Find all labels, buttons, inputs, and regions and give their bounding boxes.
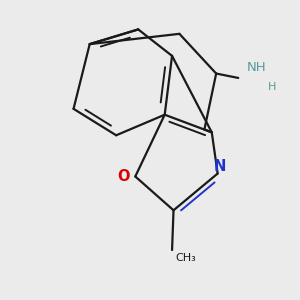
Text: H: H <box>268 82 276 92</box>
Text: CH₃: CH₃ <box>175 253 196 263</box>
Text: O: O <box>117 169 130 184</box>
Text: N: N <box>214 159 226 174</box>
Text: NH: NH <box>247 61 267 74</box>
